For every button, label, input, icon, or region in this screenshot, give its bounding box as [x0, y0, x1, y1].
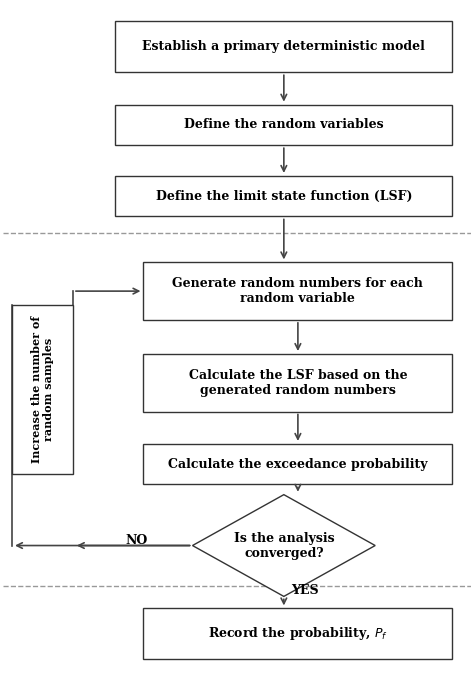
FancyBboxPatch shape [115, 176, 453, 217]
Text: Record the probability, $P_f$: Record the probability, $P_f$ [208, 625, 388, 642]
FancyBboxPatch shape [115, 21, 453, 73]
Text: Generate random numbers for each
random variable: Generate random numbers for each random … [173, 277, 423, 305]
Polygon shape [192, 495, 375, 596]
Text: Calculate the LSF based on the
generated random numbers: Calculate the LSF based on the generated… [189, 369, 407, 397]
Text: NO: NO [125, 534, 147, 547]
Text: YES: YES [291, 585, 319, 598]
Text: Is the analysis
converged?: Is the analysis converged? [234, 531, 334, 560]
FancyBboxPatch shape [143, 608, 453, 659]
Text: Establish a primary deterministic model: Establish a primary deterministic model [142, 40, 425, 53]
Text: Define the random variables: Define the random variables [184, 118, 383, 131]
FancyBboxPatch shape [115, 105, 453, 145]
FancyBboxPatch shape [143, 354, 453, 412]
Text: Increase the number of
random samples: Increase the number of random samples [31, 316, 55, 463]
Text: Calculate the exceedance probability: Calculate the exceedance probability [168, 458, 428, 471]
Text: Define the limit state function (LSF): Define the limit state function (LSF) [155, 189, 412, 202]
FancyBboxPatch shape [12, 304, 73, 474]
FancyBboxPatch shape [143, 262, 453, 320]
FancyBboxPatch shape [143, 444, 453, 484]
